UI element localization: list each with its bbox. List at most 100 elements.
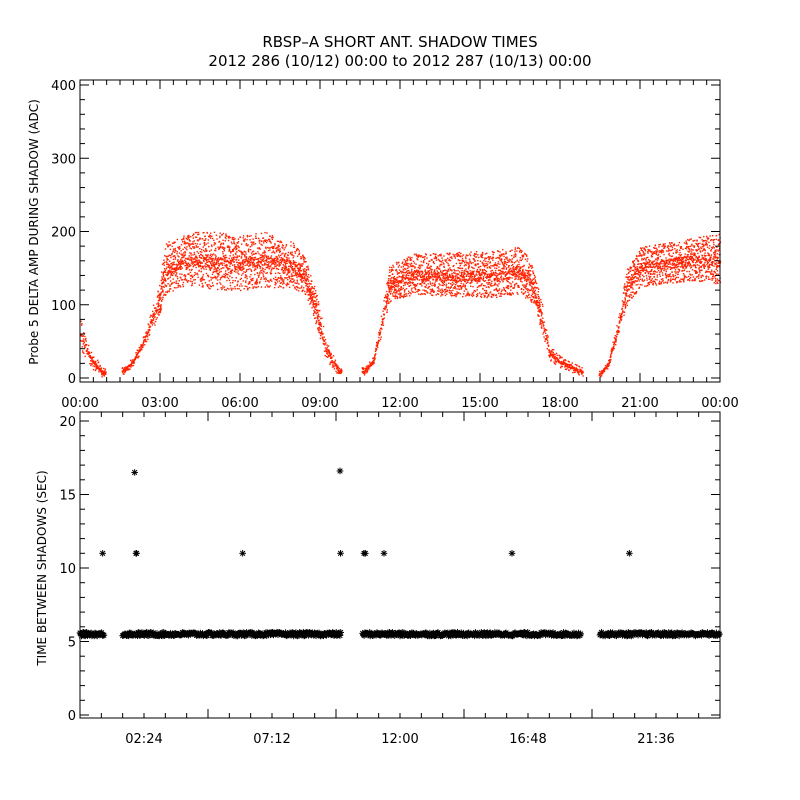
data-point bbox=[493, 279, 496, 282]
data-point bbox=[495, 264, 497, 266]
data-point bbox=[211, 237, 214, 240]
data-point bbox=[177, 255, 179, 257]
data-point bbox=[467, 275, 470, 278]
data-point bbox=[407, 256, 410, 258]
data-point bbox=[238, 267, 241, 270]
data-point bbox=[95, 363, 98, 365]
data-point bbox=[264, 260, 267, 262]
data-point bbox=[96, 366, 99, 369]
data-point bbox=[234, 246, 237, 249]
data-point bbox=[434, 255, 437, 258]
data-point bbox=[146, 333, 148, 336]
data-point bbox=[484, 258, 486, 260]
data-point bbox=[481, 283, 483, 285]
data-point bbox=[229, 236, 231, 239]
data-point bbox=[433, 271, 435, 273]
data-point bbox=[245, 270, 248, 272]
data-point bbox=[394, 297, 396, 300]
data-point bbox=[208, 266, 210, 268]
data-point bbox=[151, 320, 153, 323]
data-point bbox=[276, 258, 278, 260]
data-point bbox=[236, 287, 239, 290]
data-point bbox=[214, 249, 216, 252]
data-point bbox=[338, 370, 340, 372]
data-point bbox=[218, 264, 220, 267]
data-point bbox=[437, 286, 440, 288]
data-point bbox=[510, 293, 512, 296]
data-point bbox=[470, 294, 473, 296]
data-point bbox=[238, 288, 240, 290]
data-point bbox=[505, 262, 507, 264]
data-point bbox=[289, 279, 292, 282]
data-point bbox=[183, 235, 185, 237]
data-point bbox=[278, 245, 280, 248]
data-point bbox=[179, 286, 182, 288]
data-point bbox=[250, 270, 253, 272]
data-point bbox=[488, 258, 490, 261]
data-point bbox=[524, 252, 526, 255]
data-point bbox=[424, 270, 426, 272]
data-point bbox=[86, 343, 88, 346]
data-point bbox=[222, 258, 224, 260]
data-point bbox=[531, 287, 534, 289]
data-point bbox=[264, 286, 267, 288]
data-point bbox=[307, 266, 309, 268]
data-point bbox=[281, 253, 283, 255]
data-point bbox=[541, 313, 543, 315]
data-point bbox=[544, 332, 547, 334]
data-point bbox=[521, 274, 523, 277]
data-point bbox=[368, 368, 370, 370]
data-point bbox=[462, 279, 464, 281]
data-point bbox=[415, 253, 417, 255]
data-point bbox=[169, 284, 171, 286]
data-point bbox=[456, 272, 458, 275]
data-point bbox=[261, 254, 263, 256]
data-point bbox=[338, 372, 340, 375]
data-point bbox=[547, 344, 550, 347]
data-point bbox=[162, 276, 165, 278]
data-point bbox=[240, 277, 243, 280]
data-point bbox=[390, 287, 392, 290]
data-point bbox=[483, 262, 485, 265]
data-point bbox=[526, 272, 529, 274]
data-point bbox=[320, 334, 322, 337]
data-point bbox=[433, 269, 436, 271]
data-point bbox=[493, 251, 495, 254]
data-point bbox=[189, 271, 192, 274]
data-point bbox=[540, 325, 543, 327]
data-point bbox=[576, 364, 578, 367]
data-point bbox=[181, 254, 184, 256]
data-point bbox=[195, 255, 197, 258]
data-point bbox=[487, 261, 489, 263]
data-point bbox=[233, 258, 235, 261]
data-point bbox=[307, 265, 309, 268]
data-point bbox=[277, 261, 279, 263]
data-point bbox=[191, 282, 194, 285]
data-point bbox=[288, 269, 290, 272]
data-point bbox=[298, 262, 300, 265]
data-point bbox=[421, 280, 423, 283]
data-point bbox=[273, 286, 276, 289]
data-point bbox=[494, 283, 497, 285]
data-point bbox=[506, 261, 509, 264]
data-point bbox=[391, 288, 393, 291]
data-point bbox=[242, 235, 245, 237]
data-point bbox=[392, 264, 394, 267]
data-point bbox=[261, 272, 263, 274]
data-point bbox=[499, 295, 501, 297]
data-point bbox=[395, 295, 397, 298]
data-point bbox=[561, 365, 563, 368]
data-point bbox=[276, 281, 279, 283]
data-point bbox=[307, 299, 309, 301]
data-point bbox=[306, 277, 308, 280]
data-point bbox=[215, 270, 218, 273]
data-point bbox=[441, 288, 443, 290]
data-point bbox=[503, 279, 505, 281]
data-point bbox=[403, 294, 405, 296]
data-point bbox=[258, 261, 260, 263]
data-point bbox=[459, 278, 461, 280]
data-point bbox=[231, 272, 233, 274]
data-point bbox=[314, 308, 317, 310]
data-point bbox=[449, 252, 451, 255]
data-point bbox=[266, 246, 269, 249]
